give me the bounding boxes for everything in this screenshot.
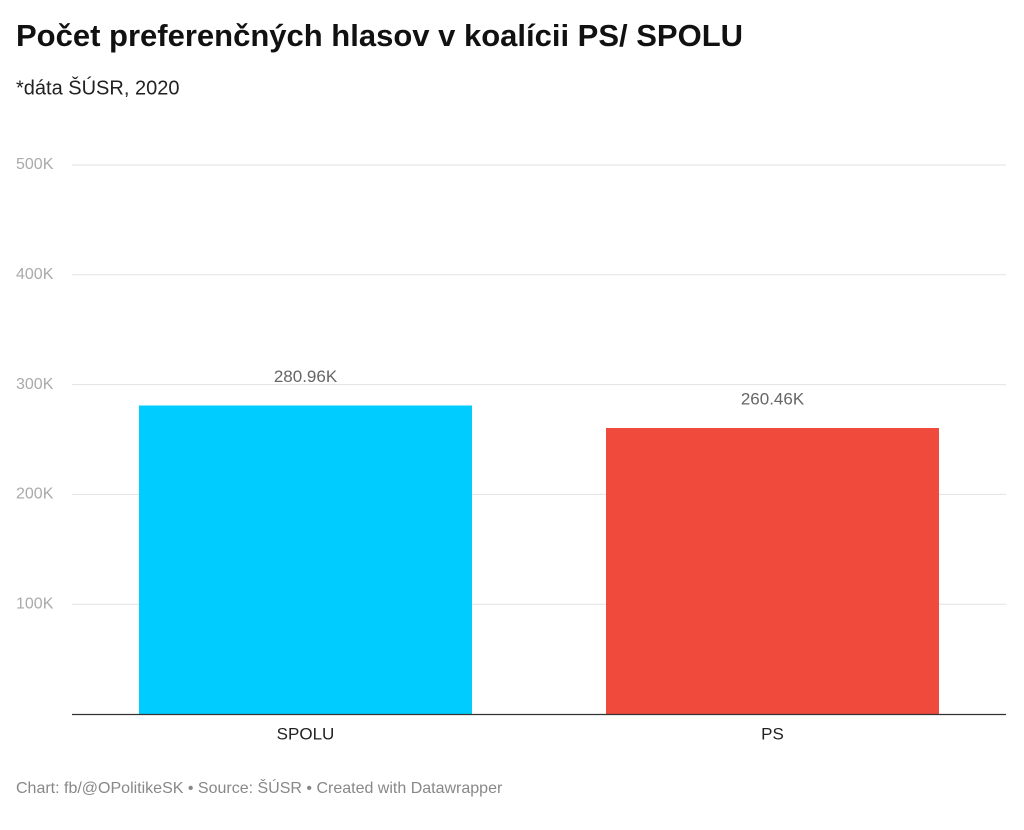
value-label: 280.96K xyxy=(274,367,338,386)
y-tick-label: 300K xyxy=(16,376,54,393)
y-tick-label: 500K xyxy=(16,156,54,173)
y-tick-label: 100K xyxy=(16,595,54,612)
x-tick-label: PS xyxy=(761,724,784,743)
value-label: 260.46K xyxy=(741,389,805,408)
chart-title: Počet preferenčných hlasov v koalícii PS… xyxy=(16,18,743,53)
bar xyxy=(139,405,472,714)
chart-footer: Chart: fb/@OPolitikeSK • Source: ŠÚSR • … xyxy=(16,778,503,797)
chart-subtitle: *dáta ŠÚSR, 2020 xyxy=(16,76,179,99)
bar xyxy=(606,428,939,714)
y-tick-label: 400K xyxy=(16,266,54,283)
y-tick-label: 200K xyxy=(16,486,54,503)
x-tick-label: SPOLU xyxy=(277,724,335,743)
